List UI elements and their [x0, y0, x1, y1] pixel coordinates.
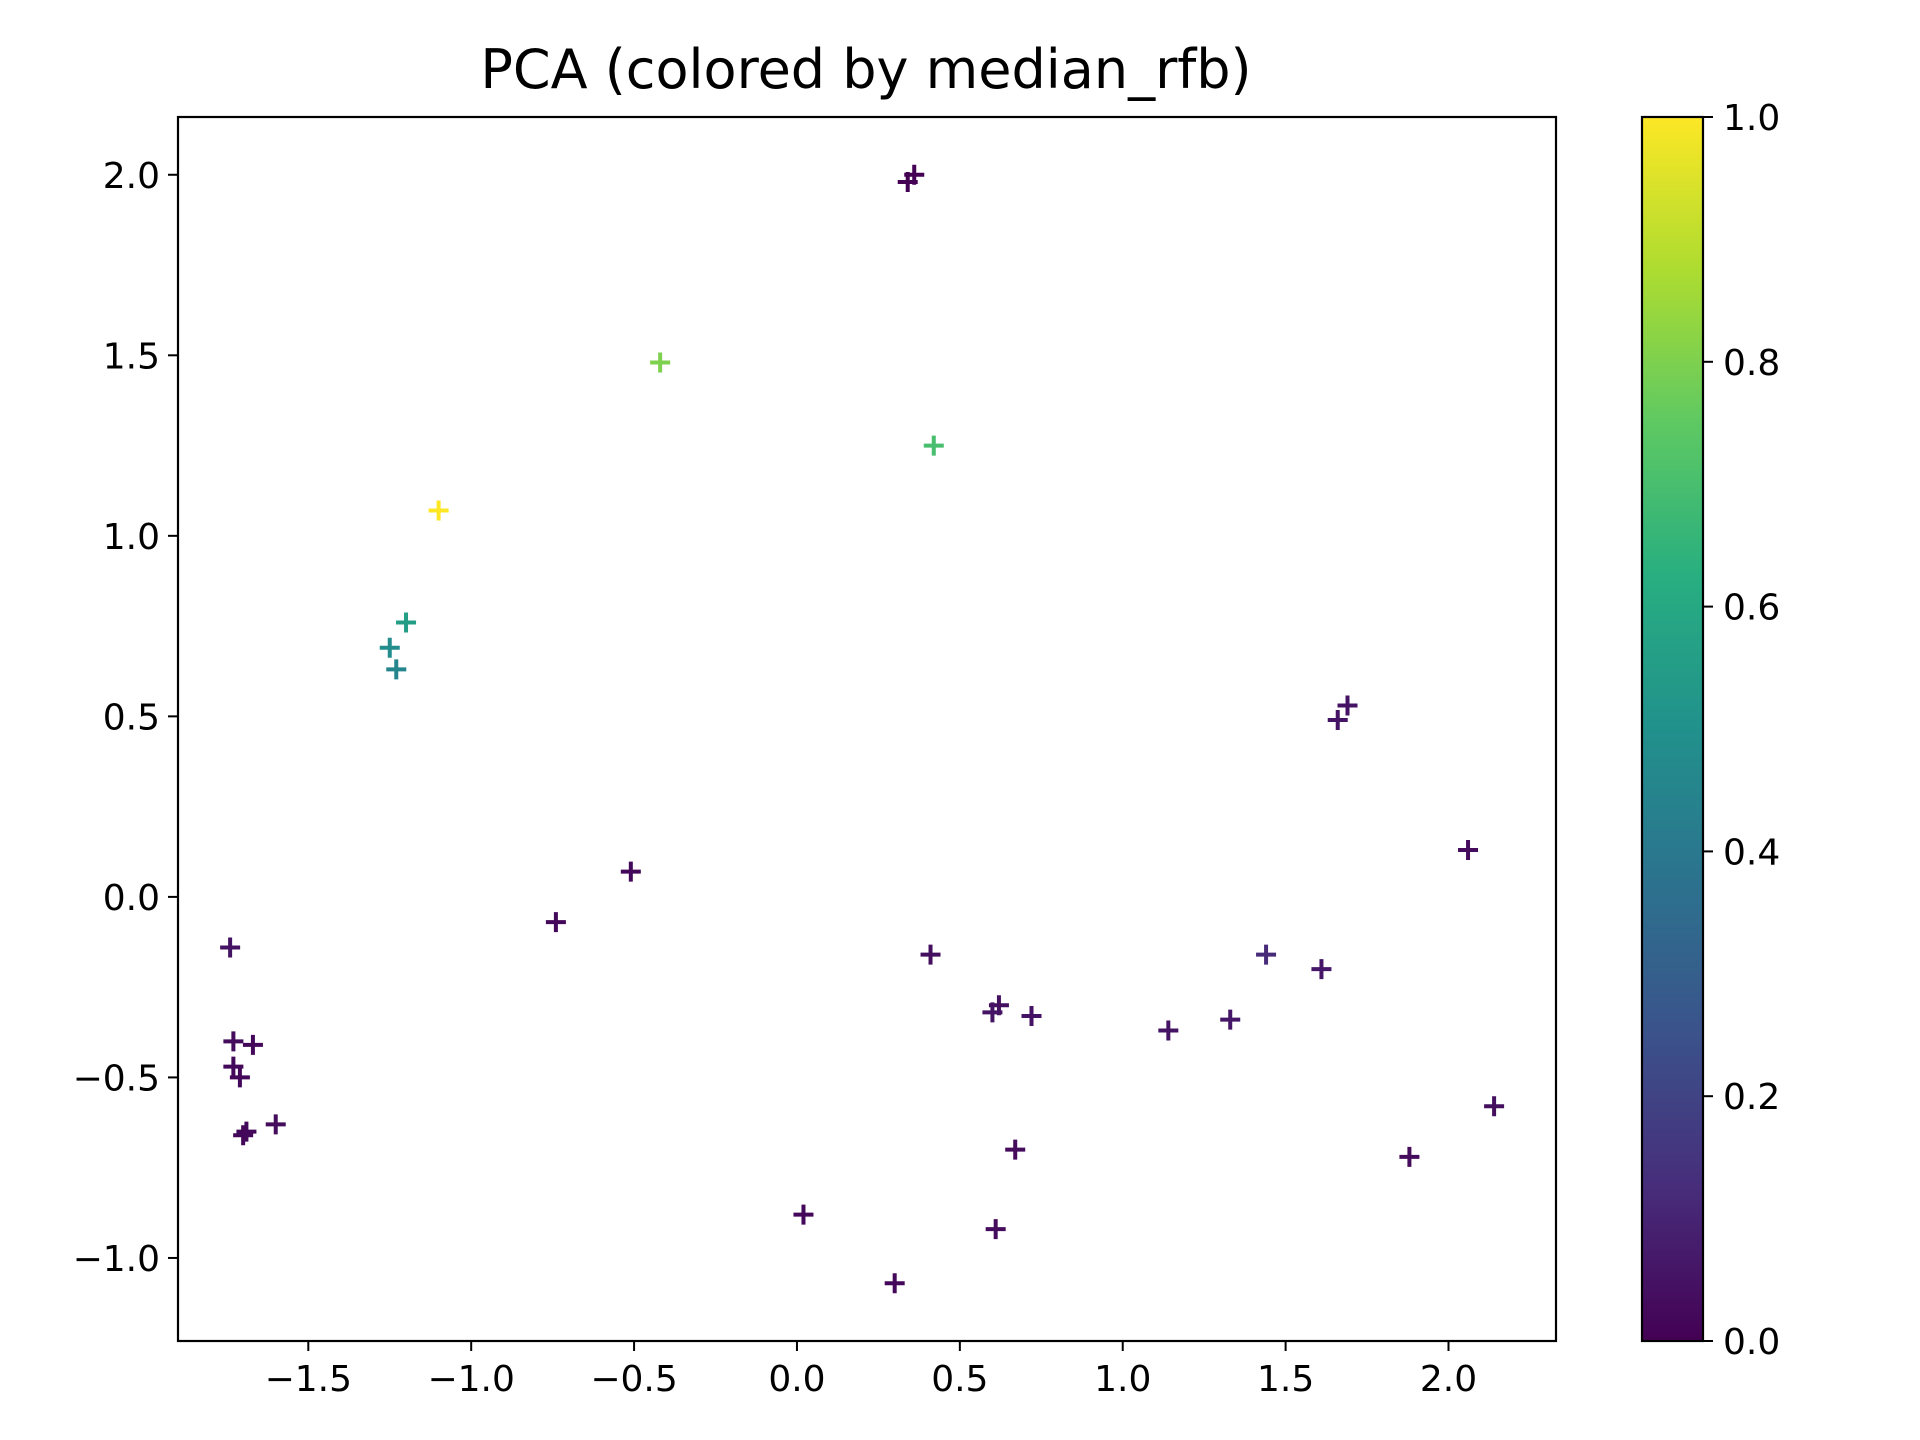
x-tick-label: 1.5: [1257, 1359, 1314, 1400]
data-point: [223, 1031, 244, 1052]
plot-frame: [176, 115, 1558, 1343]
data-point: [428, 500, 449, 521]
x-tick-label: 1.0: [1094, 1359, 1151, 1400]
data-point: [650, 352, 671, 373]
data-point: [904, 164, 925, 185]
colorbar-tick-label: 0.4: [1723, 832, 1780, 873]
data-points: [220, 164, 1505, 1294]
colorbar-tick-label: 0.8: [1723, 343, 1780, 384]
data-point: [1327, 709, 1348, 730]
data-point: [1458, 839, 1479, 860]
data-point: [229, 1067, 250, 1088]
data-point: [1399, 1146, 1420, 1167]
data-point: [620, 861, 641, 882]
data-point: [985, 1219, 1006, 1240]
data-point: [265, 1114, 286, 1135]
chart-title: PCA (colored by median_rfb): [480, 38, 1251, 101]
data-point: [884, 1273, 905, 1294]
y-tick-label: −0.5: [73, 1058, 160, 1099]
data-point: [1256, 944, 1277, 965]
data-point: [920, 944, 941, 965]
colorbar-tick-label: 0.6: [1723, 588, 1780, 629]
x-axis: −1.5 −1.0 −0.5 0.0 0.5 1.0 1.5 2.0: [265, 1341, 1477, 1400]
data-point: [242, 1034, 263, 1055]
data-point: [1311, 959, 1332, 980]
data-point: [1484, 1096, 1505, 1117]
data-point: [1220, 1009, 1241, 1030]
data-point: [1021, 1006, 1042, 1027]
data-point: [982, 1002, 1003, 1023]
y-tick-label: 0.5: [103, 697, 160, 738]
y-axis: −1.0 −0.5 0.0 0.5 1.0 1.5 2.0: [73, 156, 178, 1280]
x-tick-label: −0.5: [590, 1359, 677, 1400]
data-point: [233, 1125, 254, 1146]
data-point: [223, 1056, 244, 1077]
y-tick-label: 0.0: [103, 878, 160, 919]
data-point: [1337, 695, 1358, 716]
colorbar-axis: 0.0 0.2 0.4 0.6 0.8 1.0: [1703, 98, 1780, 1363]
y-tick-label: 1.5: [103, 336, 160, 377]
colorbar-tick-label: 0.0: [1723, 1322, 1780, 1363]
data-point: [1005, 1139, 1026, 1160]
data-point: [396, 612, 417, 633]
x-tick-label: 0.5: [931, 1359, 988, 1400]
data-point: [386, 659, 407, 680]
x-tick-label: −1.5: [265, 1359, 352, 1400]
colorbar: [1640, 115, 1705, 1343]
data-point: [220, 937, 241, 958]
y-tick-label: 2.0: [103, 156, 160, 197]
data-point: [545, 912, 566, 933]
data-point: [236, 1121, 257, 1142]
y-tick-label: −1.0: [73, 1239, 160, 1280]
x-tick-label: −1.0: [427, 1359, 514, 1400]
colorbar-tick-label: 0.2: [1723, 1077, 1780, 1118]
x-tick-label: 2.0: [1420, 1359, 1477, 1400]
data-point: [793, 1204, 814, 1225]
x-tick-label: 0.0: [768, 1359, 825, 1400]
data-point: [1158, 1020, 1179, 1041]
y-tick-label: 1.0: [103, 517, 160, 558]
data-point: [923, 435, 944, 456]
colorbar-tick-label: 1.0: [1723, 98, 1780, 139]
data-point: [379, 637, 400, 658]
